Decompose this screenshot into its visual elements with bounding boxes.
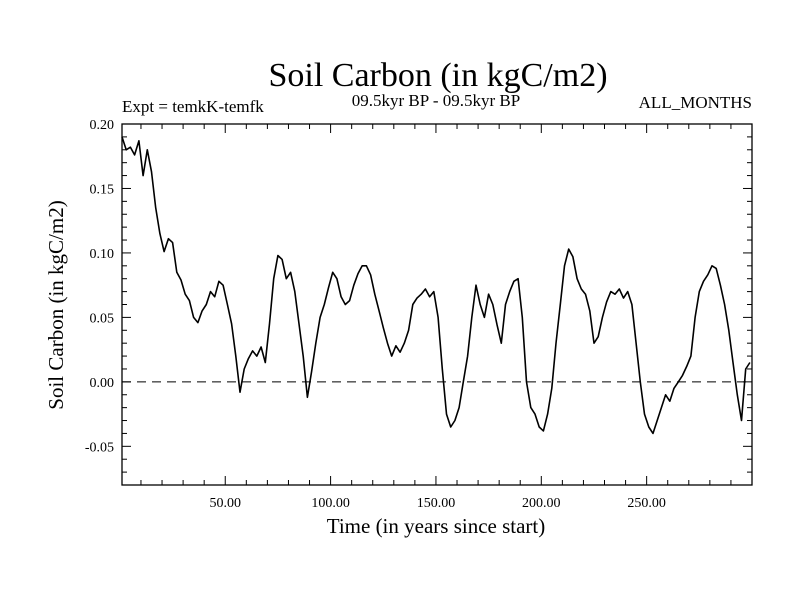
y-tick-label: 0.05: [90, 311, 115, 326]
y-tick-label: -0.05: [85, 440, 114, 455]
y-tick-label: 0.00: [90, 376, 115, 391]
x-tick-label: 50.00: [209, 496, 241, 511]
y-tick-label: 0.15: [90, 182, 115, 197]
plot-area: 50.00 100.00 150.00 200.00 250.00 -0.05 0.00 0.…: [85, 118, 753, 511]
soil-carbon-series-line: [121, 136, 751, 435]
y-axis-label: Soil Carbon (in kgC/m2): [44, 200, 68, 409]
experiment-label: Expt = temkK-temfk: [122, 97, 264, 116]
months-label: ALL_MONTHS: [639, 93, 752, 112]
y-tick-label: 0.20: [90, 118, 115, 133]
plot-frame: [121, 123, 753, 486]
period-label: 09.5kyr BP - 09.5kyr BP: [352, 91, 520, 110]
x-tick-label: 100.00: [311, 496, 350, 511]
x-axis-label: Time (in years since start): [327, 514, 546, 538]
x-tick-label: 150.00: [417, 496, 456, 511]
y-tick-label: 0.10: [90, 247, 115, 262]
x-tick-label: 250.00: [627, 496, 666, 511]
chart-title: Soil Carbon (in kgC/m2): [268, 57, 607, 94]
x-tick-label: 200.00: [522, 496, 561, 511]
